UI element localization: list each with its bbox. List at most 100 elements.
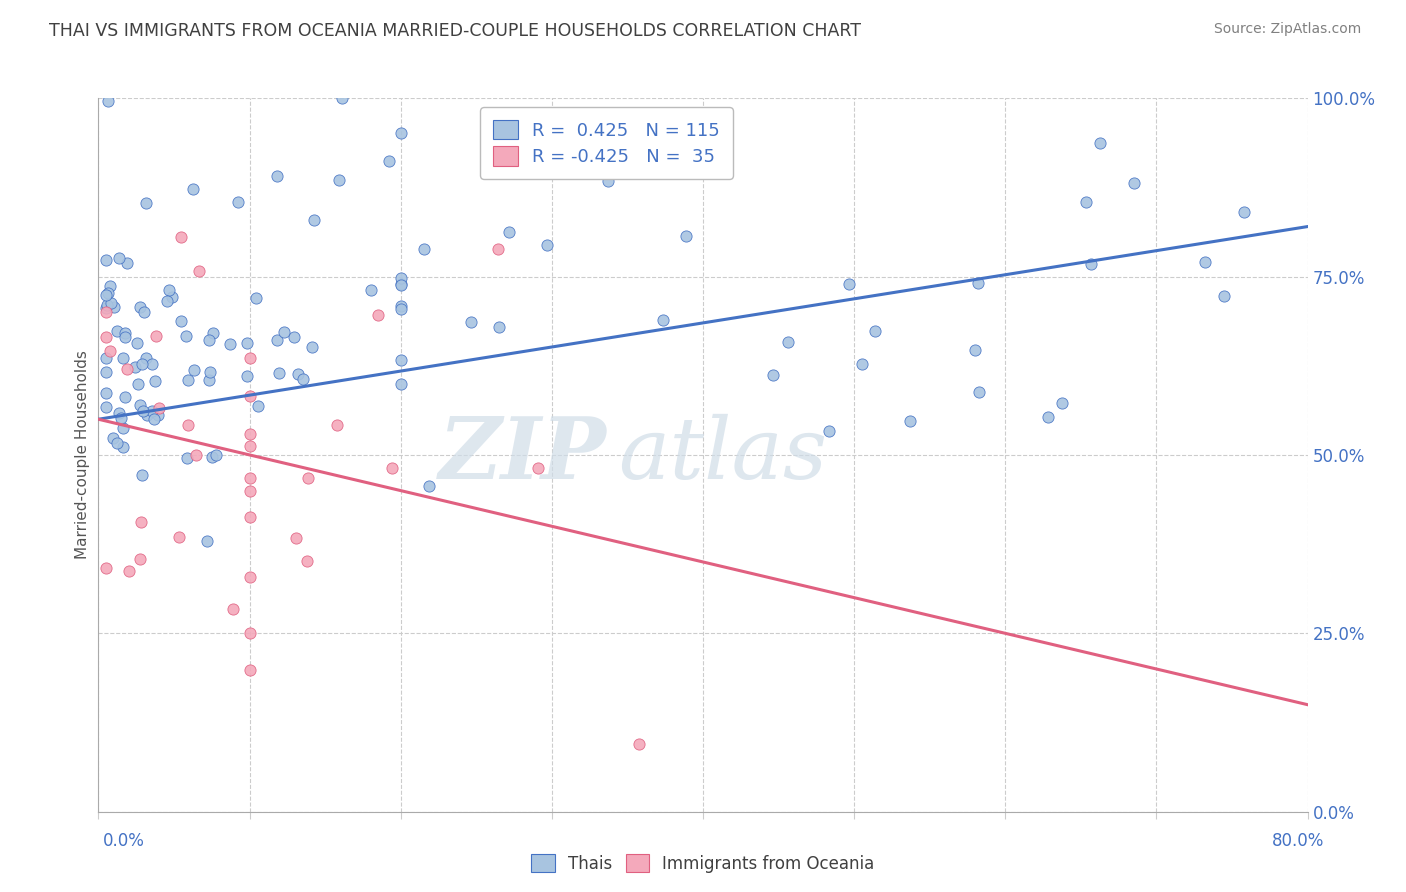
Point	[536, 238, 558, 252]
Point	[94, 400, 117, 414]
Text: 80.0%: 80.0%	[1272, 831, 1324, 849]
Point	[98, 344, 121, 359]
Point	[526, 460, 548, 475]
Text: THAI VS IMMIGRANTS FROM OCEANIA MARRIED-COUPLE HOUSEHOLDS CORRELATION CHART: THAI VS IMMIGRANTS FROM OCEANIA MARRIED-…	[49, 22, 862, 40]
Point	[291, 372, 314, 386]
Point	[266, 169, 288, 183]
Point	[201, 326, 224, 340]
Point	[114, 326, 136, 341]
Y-axis label: Married-couple Households: Married-couple Households	[75, 351, 90, 559]
Point	[111, 351, 134, 365]
Point	[236, 336, 259, 351]
Point	[183, 363, 205, 377]
Point	[174, 329, 197, 343]
Point	[112, 420, 135, 434]
Point	[143, 374, 166, 388]
Legend: R =  0.425   N = 115, R = -0.425   N =  35: R = 0.425 N = 115, R = -0.425 N = 35	[479, 107, 733, 178]
Point	[103, 300, 125, 314]
Point	[239, 570, 262, 584]
Point	[115, 362, 138, 376]
Point	[389, 301, 412, 316]
Point	[1080, 257, 1102, 271]
Point	[200, 450, 222, 464]
Point	[170, 230, 193, 244]
Point	[283, 330, 305, 344]
Point	[96, 298, 118, 312]
Point	[266, 333, 288, 347]
Point	[898, 414, 921, 428]
Point	[142, 412, 165, 426]
Point	[389, 277, 412, 291]
Point	[1233, 205, 1256, 219]
Point	[177, 417, 200, 432]
Point	[94, 305, 117, 319]
Point	[1074, 194, 1097, 209]
Point	[236, 369, 259, 384]
Point	[118, 564, 141, 578]
Text: atlas: atlas	[619, 414, 828, 496]
Point	[285, 531, 308, 545]
Point	[762, 368, 785, 382]
Point	[156, 293, 179, 308]
Point	[108, 406, 131, 420]
Point	[114, 330, 136, 344]
Point	[295, 554, 318, 568]
Point	[498, 225, 520, 239]
Point	[125, 336, 148, 351]
Point	[412, 242, 434, 256]
Point	[98, 279, 121, 293]
Point	[389, 299, 412, 313]
Point	[304, 212, 326, 227]
Point	[851, 357, 873, 371]
Point	[218, 337, 240, 351]
Point	[197, 373, 219, 387]
Point	[267, 367, 290, 381]
Point	[418, 478, 440, 492]
Point	[94, 351, 117, 366]
Text: 0.0%: 0.0%	[103, 831, 145, 849]
Point	[108, 252, 131, 266]
Point	[1194, 255, 1216, 269]
Point	[141, 357, 163, 371]
Point	[381, 460, 404, 475]
Point	[273, 325, 295, 339]
Point	[239, 439, 262, 453]
Point	[132, 304, 155, 318]
Point	[176, 450, 198, 465]
Point	[966, 276, 988, 290]
Point	[124, 359, 146, 374]
Point	[146, 408, 169, 422]
Point	[94, 561, 117, 575]
Point	[377, 153, 399, 168]
Text: ZIP: ZIP	[439, 413, 606, 497]
Point	[131, 357, 153, 371]
Point	[111, 440, 134, 454]
Point	[169, 530, 191, 544]
Point	[94, 301, 117, 315]
Point	[132, 403, 155, 417]
Point	[239, 471, 262, 485]
Point	[1088, 136, 1111, 150]
Point	[965, 343, 987, 357]
Point	[246, 399, 269, 413]
Point	[245, 291, 267, 305]
Point	[675, 229, 697, 244]
Point	[141, 403, 163, 417]
Point	[131, 467, 153, 482]
Point	[598, 174, 620, 188]
Point	[287, 368, 309, 382]
Point	[117, 256, 139, 270]
Point	[239, 626, 262, 640]
Point	[226, 195, 249, 210]
Point	[105, 324, 128, 338]
Point	[157, 283, 180, 297]
Point	[205, 449, 228, 463]
Point	[170, 314, 193, 328]
Point	[110, 411, 132, 425]
Point	[94, 386, 117, 401]
Point	[652, 313, 675, 327]
Point	[94, 365, 117, 379]
Point	[160, 290, 183, 304]
Point	[136, 408, 159, 422]
Point	[114, 390, 136, 404]
